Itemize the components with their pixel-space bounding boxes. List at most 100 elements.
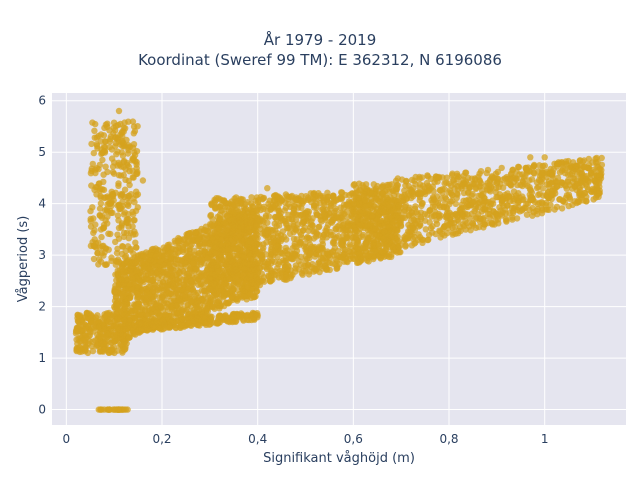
data-point — [434, 174, 441, 181]
data-point — [253, 222, 261, 229]
data-point — [139, 177, 147, 184]
data-point — [295, 257, 303, 265]
data-point — [434, 199, 442, 207]
data-point — [591, 168, 598, 176]
data-point — [283, 225, 291, 232]
data-point — [87, 207, 94, 215]
data-point — [298, 192, 305, 200]
data-point — [402, 178, 410, 185]
data-point — [228, 258, 235, 266]
data-point — [402, 243, 409, 250]
data-point — [221, 289, 228, 297]
data-point — [433, 220, 441, 228]
data-point — [160, 244, 167, 251]
y-tick-label: 1 — [38, 351, 46, 365]
data-point — [311, 265, 318, 272]
data-point — [223, 212, 231, 220]
data-point — [99, 149, 106, 157]
data-point — [319, 241, 326, 248]
data-point — [462, 218, 469, 225]
data-point — [97, 200, 105, 207]
data-point — [285, 200, 292, 208]
data-point — [210, 280, 218, 287]
data-point — [298, 204, 305, 211]
data-point — [98, 233, 105, 241]
data-point — [104, 220, 111, 227]
data-point — [90, 255, 98, 263]
data-point — [519, 182, 526, 190]
data-point — [460, 223, 468, 230]
data-point — [204, 308, 211, 315]
data-point — [186, 246, 193, 253]
data-point — [229, 202, 236, 210]
data-point — [240, 271, 247, 279]
data-point — [201, 227, 209, 234]
data-point — [106, 143, 113, 151]
data-point — [300, 198, 307, 205]
data-point — [238, 208, 246, 215]
data-point — [232, 235, 239, 242]
data-point — [232, 266, 240, 274]
data-point — [241, 236, 248, 243]
data-point — [267, 260, 275, 267]
data-point — [476, 170, 483, 177]
data-point — [145, 259, 152, 266]
data-point — [254, 215, 262, 222]
data-point — [159, 318, 167, 325]
data-point — [262, 229, 270, 236]
data-point — [302, 240, 309, 247]
data-point — [311, 194, 318, 201]
data-point — [362, 218, 369, 225]
data-point — [112, 322, 119, 329]
data-point — [581, 190, 588, 197]
data-point — [125, 257, 132, 264]
data-point — [331, 240, 338, 247]
data-point — [215, 225, 222, 232]
data-point — [379, 183, 387, 191]
data-point — [195, 250, 203, 257]
data-point — [82, 338, 89, 346]
data-point — [291, 203, 298, 210]
data-point — [520, 204, 528, 212]
data-point — [259, 254, 266, 262]
data-point — [334, 263, 341, 270]
data-point — [418, 202, 425, 210]
data-point — [519, 193, 526, 200]
data-point — [130, 217, 137, 224]
data-point — [450, 177, 457, 184]
data-point — [361, 196, 368, 204]
data-point — [192, 266, 200, 273]
data-point — [112, 122, 120, 130]
data-point — [128, 324, 135, 331]
data-point — [96, 205, 104, 212]
data-point — [182, 294, 189, 302]
data-point — [478, 208, 486, 215]
data-point — [92, 337, 99, 344]
data-point — [119, 152, 127, 159]
data-point — [229, 229, 236, 237]
data-point — [134, 123, 141, 130]
data-point — [235, 279, 242, 286]
data-point — [225, 207, 232, 214]
data-point — [310, 235, 318, 242]
data-point — [409, 224, 416, 232]
data-point — [245, 261, 252, 268]
data-point — [320, 197, 327, 204]
data-point — [336, 221, 343, 229]
data-point — [82, 332, 89, 339]
data-point — [485, 198, 492, 206]
data-point — [200, 282, 207, 289]
data-point — [496, 191, 503, 198]
data-point — [443, 174, 451, 181]
data-point — [130, 141, 138, 148]
data-point — [99, 330, 106, 337]
data-point — [76, 344, 84, 352]
data-point — [169, 303, 176, 310]
data-point — [402, 201, 409, 209]
data-point — [515, 163, 523, 171]
data-point — [224, 300, 232, 307]
data-point — [148, 246, 156, 253]
data-point — [309, 245, 317, 252]
data-point — [470, 198, 477, 206]
data-point — [583, 173, 590, 180]
